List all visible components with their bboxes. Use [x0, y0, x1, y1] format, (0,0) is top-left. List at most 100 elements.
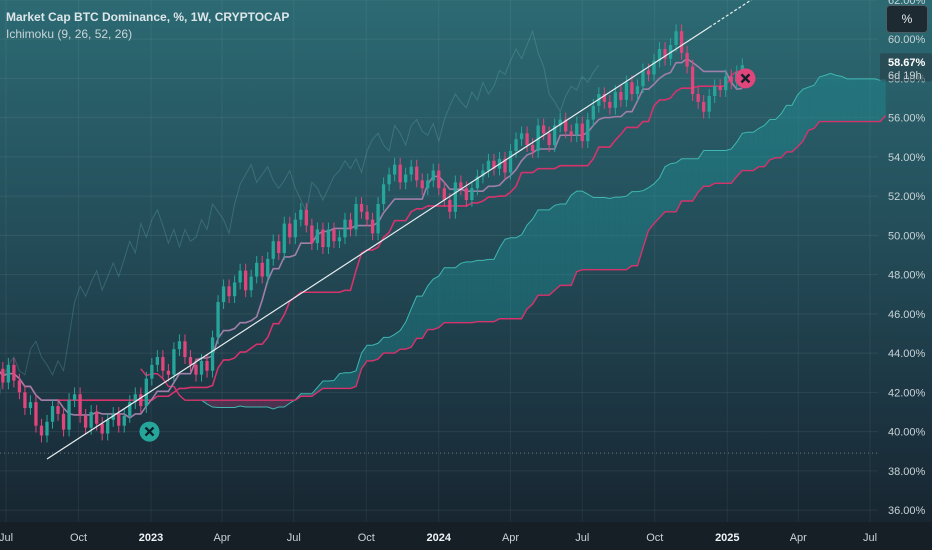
candle-body[interactable]: [232, 282, 237, 297]
candle-body[interactable]: [139, 394, 143, 407]
candle-body[interactable]: [657, 48, 662, 61]
candle-body[interactable]: [591, 105, 595, 120]
candle-body[interactable]: [630, 82, 634, 95]
candle-body[interactable]: [83, 415, 88, 428]
candle-body[interactable]: [310, 225, 314, 244]
candle-body[interactable]: [370, 219, 375, 234]
candle-body[interactable]: [45, 421, 49, 436]
candle-body[interactable]: [404, 174, 408, 183]
candle-body[interactable]: [492, 160, 496, 169]
candle-body[interactable]: [34, 402, 38, 426]
candle-body[interactable]: [199, 360, 204, 375]
candle-body[interactable]: [23, 392, 27, 409]
candle-body[interactable]: [17, 380, 22, 393]
candle-body[interactable]: [12, 364, 16, 381]
candle-body[interactable]: [144, 378, 148, 407]
candle-body[interactable]: [266, 258, 270, 277]
candle-body[interactable]: [613, 92, 618, 108]
candle-body[interactable]: [100, 423, 104, 434]
candle-body[interactable]: [729, 76, 733, 83]
percent-unit-button[interactable]: %: [886, 5, 928, 33]
candle-body[interactable]: [288, 223, 292, 238]
candle-body[interactable]: [326, 229, 331, 248]
candle-body[interactable]: [67, 400, 71, 430]
candle-body[interactable]: [426, 180, 430, 189]
candle-body[interactable]: [718, 86, 722, 91]
candle-body[interactable]: [674, 31, 678, 45]
candle-body[interactable]: [525, 133, 529, 146]
candle-body[interactable]: [569, 131, 573, 136]
candle-body[interactable]: [707, 96, 711, 112]
candle-body[interactable]: [166, 370, 171, 375]
candle-body[interactable]: [448, 200, 452, 212]
candle-body[interactable]: [50, 406, 55, 422]
candle-body[interactable]: [194, 364, 198, 375]
candle-body[interactable]: [72, 394, 77, 401]
candle-body[interactable]: [696, 94, 700, 102]
candle-body[interactable]: [155, 357, 160, 365]
candle-body[interactable]: [227, 286, 231, 297]
candle-body[interactable]: [409, 166, 413, 175]
candle-body[interactable]: [514, 139, 518, 151]
candle-body[interactable]: [299, 209, 303, 220]
candle-body[interactable]: [392, 164, 397, 175]
candle-body[interactable]: [315, 229, 320, 244]
candle-body[interactable]: [453, 182, 457, 212]
candle-body[interactable]: [133, 394, 137, 403]
symbol-title[interactable]: Market Cap BTC Dominance, %, 1W, CRYPTOC…: [6, 10, 290, 24]
candle-body[interactable]: [724, 76, 728, 91]
candle-body[interactable]: [503, 158, 507, 173]
candle-body[interactable]: [337, 237, 342, 242]
candle-body[interactable]: [321, 229, 325, 248]
candle-body[interactable]: [381, 184, 386, 204]
candle-body[interactable]: [255, 262, 259, 277]
candle-body[interactable]: [602, 94, 606, 102]
candle-body[interactable]: [56, 406, 60, 414]
candle-body[interactable]: [553, 125, 557, 146]
candle-body[interactable]: [519, 133, 524, 140]
candle-body[interactable]: [348, 219, 353, 230]
candle-body[interactable]: [28, 402, 33, 409]
candle-body[interactable]: [221, 286, 226, 303]
candle-body[interactable]: [271, 241, 275, 259]
candle-body[interactable]: [205, 360, 209, 371]
candle-body[interactable]: [249, 276, 253, 291]
candle-body[interactable]: [619, 92, 623, 100]
candle-body[interactable]: [575, 123, 579, 136]
candle-body[interactable]: [580, 123, 584, 142]
candle-body[interactable]: [6, 364, 11, 383]
candle-body[interactable]: [332, 229, 336, 242]
candle-body[interactable]: [111, 413, 115, 420]
candle-body[interactable]: [663, 48, 667, 59]
candle-body[interactable]: [740, 65, 744, 73]
candle-body[interactable]: [387, 174, 391, 185]
candle-body[interactable]: [541, 125, 546, 134]
candle-body[interactable]: [117, 413, 121, 426]
candle-body[interactable]: [608, 101, 612, 108]
candle-body[interactable]: [161, 357, 165, 371]
candle-body[interactable]: [354, 203, 358, 230]
candle-body[interactable]: [89, 411, 93, 428]
candle-body[interactable]: [61, 413, 66, 430]
candle-body[interactable]: [172, 349, 176, 375]
candle-body[interactable]: [420, 180, 424, 189]
candle-body[interactable]: [530, 145, 535, 151]
candle-body[interactable]: [470, 188, 474, 201]
candle-body[interactable]: [646, 70, 651, 75]
candle-body[interactable]: [359, 203, 364, 212]
candle-body[interactable]: [243, 270, 248, 291]
candle-body[interactable]: [106, 419, 110, 434]
candle-body[interactable]: [442, 188, 446, 201]
candle-body[interactable]: [481, 170, 485, 177]
candle-body[interactable]: [508, 150, 513, 173]
candle-body[interactable]: [188, 357, 193, 365]
candle-body[interactable]: [304, 209, 309, 226]
candle-body[interactable]: [641, 70, 645, 87]
candle-body[interactable]: [282, 223, 286, 253]
candle-body[interactable]: [459, 182, 463, 189]
trendline[interactable]: [46, 26, 710, 460]
candle-body[interactable]: [398, 164, 402, 183]
candle-body[interactable]: [128, 402, 132, 416]
candle-body[interactable]: [277, 241, 281, 253]
